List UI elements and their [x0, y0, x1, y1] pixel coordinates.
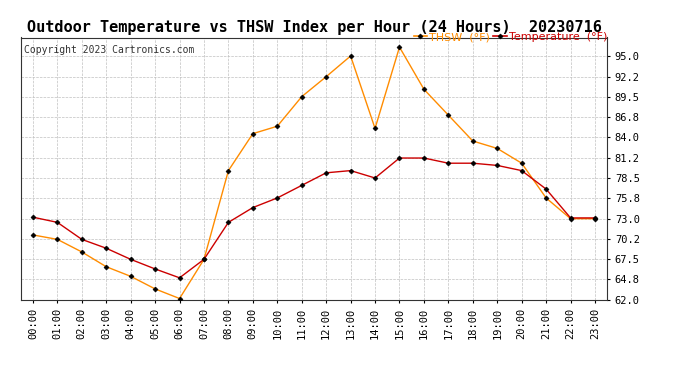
Temperature  (°F) [518, 168, 526, 173]
Temperature  (°F) [151, 267, 159, 271]
THSW  (°F) [542, 196, 550, 200]
THSW  (°F) [151, 286, 159, 291]
Temperature  (°F) [542, 187, 550, 191]
Temperature  (°F) [102, 246, 110, 250]
THSW  (°F) [395, 45, 404, 50]
THSW  (°F) [469, 139, 477, 143]
Legend: THSW  (°F), Temperature  (°F): THSW (°F), Temperature (°F) [413, 32, 607, 42]
Line: Temperature  (°F): Temperature (°F) [31, 156, 597, 279]
THSW  (°F) [566, 216, 575, 221]
Temperature  (°F) [395, 156, 404, 160]
THSW  (°F) [297, 94, 306, 99]
Temperature  (°F) [297, 183, 306, 188]
THSW  (°F) [420, 87, 428, 92]
THSW  (°F) [248, 131, 257, 136]
Temperature  (°F) [566, 216, 575, 220]
Temperature  (°F) [200, 257, 208, 262]
Temperature  (°F) [273, 196, 282, 200]
Text: Copyright 2023 Cartronics.com: Copyright 2023 Cartronics.com [23, 45, 194, 56]
THSW  (°F) [346, 54, 355, 58]
THSW  (°F) [224, 168, 233, 173]
THSW  (°F) [322, 75, 331, 79]
Temperature  (°F) [175, 276, 184, 280]
Line: THSW  (°F): THSW (°F) [31, 45, 597, 300]
Temperature  (°F) [420, 156, 428, 160]
THSW  (°F) [78, 250, 86, 254]
Temperature  (°F) [469, 161, 477, 165]
THSW  (°F) [493, 146, 502, 151]
THSW  (°F) [518, 161, 526, 165]
Temperature  (°F) [78, 237, 86, 242]
THSW  (°F) [444, 113, 453, 117]
Temperature  (°F) [322, 171, 331, 175]
THSW  (°F) [29, 232, 37, 237]
THSW  (°F) [591, 216, 599, 221]
Temperature  (°F) [224, 220, 233, 225]
Title: Outdoor Temperature vs THSW Index per Hour (24 Hours)  20230716: Outdoor Temperature vs THSW Index per Ho… [26, 20, 602, 35]
Temperature  (°F) [29, 215, 37, 219]
THSW  (°F) [53, 237, 61, 242]
Temperature  (°F) [444, 161, 453, 165]
THSW  (°F) [371, 126, 380, 131]
THSW  (°F) [175, 296, 184, 301]
Temperature  (°F) [493, 163, 502, 168]
THSW  (°F) [126, 274, 135, 279]
THSW  (°F) [102, 264, 110, 269]
THSW  (°F) [200, 257, 208, 262]
Temperature  (°F) [346, 168, 355, 173]
THSW  (°F) [273, 124, 282, 129]
Temperature  (°F) [53, 220, 61, 225]
Temperature  (°F) [248, 206, 257, 210]
Temperature  (°F) [371, 176, 380, 180]
Temperature  (°F) [591, 216, 599, 220]
Temperature  (°F) [126, 257, 135, 262]
